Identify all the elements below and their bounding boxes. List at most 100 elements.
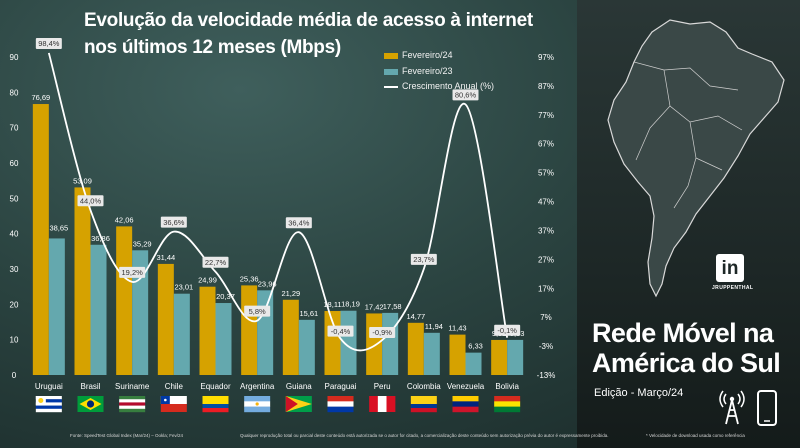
flag-bolivia	[494, 396, 521, 413]
left-axis-tick-label: 90	[10, 53, 19, 62]
bar-label-feb23: 15,61	[299, 309, 318, 318]
growth-label-box	[327, 325, 354, 337]
legend-growth: Crescimento Anual (%)	[384, 81, 494, 91]
right-axis-tick-label: 97%	[538, 53, 554, 62]
growth-label: 80,6%	[455, 91, 477, 100]
flag-paraguay	[327, 396, 354, 413]
growth-label: 36,4%	[288, 218, 310, 227]
legend-swatch-feb24	[384, 52, 398, 59]
bar-label-feb24: 25,36	[240, 274, 259, 283]
bar-feb24	[366, 313, 383, 375]
bar-feb24	[32, 104, 49, 376]
bar-feb23	[48, 238, 65, 375]
chart-title-line2: nos últimos 12 meses (Mbps)	[84, 37, 341, 58]
left-axis-tick-label: 0	[12, 371, 17, 380]
bar-label-feb23: 36,86	[91, 234, 110, 243]
bar-label-feb24: 21,29	[281, 289, 300, 298]
category-label: Brasil	[80, 382, 100, 391]
category-label: Argentina	[240, 382, 275, 391]
bar-feb24	[241, 285, 258, 375]
bar-feb24	[74, 187, 91, 375]
chart-title-line1: Evolução da velocidade média de acesso à…	[84, 10, 533, 31]
left-axis-tick-label: 60	[10, 159, 19, 168]
flag-colombia	[410, 396, 437, 413]
flag-peru	[369, 396, 396, 412]
left-axis-tick-label: 30	[10, 265, 19, 274]
bar-label-feb23: 23,96	[258, 279, 277, 288]
legend-swatch-growth	[384, 85, 398, 88]
left-axis-tick-label: 70	[10, 124, 19, 133]
category-label: Guiana	[286, 382, 312, 391]
bar-feb23	[340, 310, 357, 375]
right-axis-tick-label: 17%	[538, 284, 554, 293]
right-axis-tick-label: 47%	[538, 198, 554, 207]
growth-label: -0,4%	[331, 327, 351, 336]
right-axis-tick-label: 57%	[538, 169, 554, 178]
bar-feb23	[382, 312, 399, 375]
footer-notice: Qualquer reprodução total ou parcial des…	[240, 433, 609, 438]
flag-chile	[160, 396, 187, 412]
bar-label-feb24: 76,69	[31, 93, 50, 102]
growth-label-box	[494, 324, 521, 336]
bar-label-feb24: 42,06	[115, 215, 134, 224]
growth-label-box	[244, 305, 271, 317]
left-axis-tick-label: 50	[10, 194, 19, 203]
legend-feb23: Fevereiro/23	[384, 66, 453, 76]
growth-label: 44,0%	[80, 196, 102, 205]
growth-label-box	[160, 216, 187, 228]
growth-label: 36,6%	[163, 218, 185, 227]
legend-label-feb23: Fevereiro/23	[402, 66, 453, 76]
antenna-tower-icon	[719, 390, 745, 425]
bar-feb23	[465, 352, 482, 375]
bar-feb24	[282, 299, 299, 375]
edition-label: Edição - Março/24	[594, 387, 684, 399]
right-axis-tick-label: 67%	[538, 140, 554, 149]
category-label: Peru	[374, 382, 391, 391]
bar-feb23	[298, 319, 315, 375]
bar-feb23	[507, 339, 524, 375]
bar-label-feb24: 14,77	[406, 312, 425, 321]
growth-label-box	[285, 217, 312, 229]
growth-label: 98,4%	[38, 39, 60, 48]
bar-label-feb23: 6,33	[468, 342, 483, 351]
flag-suriname	[119, 396, 146, 413]
flag-venezuela	[452, 396, 479, 413]
bar-feb23	[215, 303, 232, 375]
growth-label-box	[202, 256, 229, 268]
category-label: Bolivia	[495, 382, 519, 391]
bar-label-feb23: 11,94	[425, 322, 443, 331]
legend-label-growth: Crescimento Anual (%)	[402, 81, 495, 91]
growth-label: 19,2%	[122, 268, 144, 277]
flag-argentina	[244, 396, 271, 413]
left-axis-tick-label: 40	[10, 230, 19, 239]
right-axis-tick-label: 7%	[540, 313, 552, 322]
linkedin-icon: in	[716, 254, 744, 282]
category-label: Uruguai	[35, 382, 63, 391]
legend-swatch-feb23	[384, 68, 398, 75]
bar-label-feb24: 31,44	[156, 253, 175, 262]
smartphone-icon	[757, 390, 777, 426]
bar-label-feb23: 38,65	[49, 223, 68, 232]
bar-label-feb23: 20,37	[216, 292, 235, 301]
bar-feb23	[90, 244, 107, 375]
growth-label-box	[119, 266, 146, 278]
bar-feb24	[157, 263, 174, 375]
south-america-map-icon	[607, 19, 785, 298]
left-axis-tick-label: 10	[10, 336, 19, 345]
growth-label: -0,9%	[372, 328, 392, 337]
footer-source: Fonte: SpeedTest Global Index (Mar/24) –…	[70, 433, 184, 438]
flag-guyana	[285, 396, 312, 412]
growth-label-box	[410, 253, 437, 265]
flag-brazil	[77, 396, 104, 412]
growth-label: -0,1%	[497, 326, 517, 335]
growth-label-box	[452, 89, 479, 101]
growth-label: 22,7%	[205, 258, 227, 267]
bar-label-feb24: 24,99	[198, 276, 217, 285]
category-label: Equador	[200, 382, 231, 391]
linkedin-name: JRUPPENTHAL	[712, 285, 754, 291]
bar-label-feb24: 11,43	[448, 324, 466, 333]
right-axis-tick-label: 87%	[538, 82, 554, 91]
flag-uruguay	[35, 396, 62, 413]
bar-label-feb23: 23,01	[174, 283, 193, 292]
